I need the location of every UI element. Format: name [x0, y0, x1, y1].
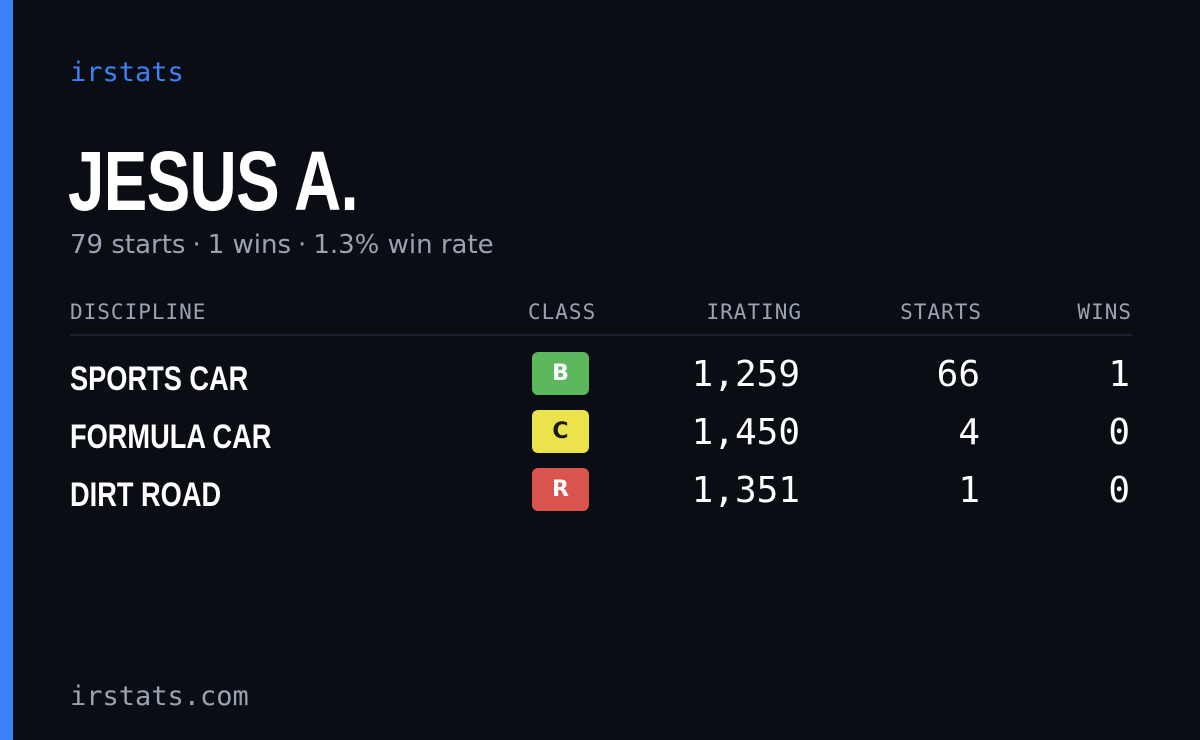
- wins-value: 0: [1108, 470, 1130, 511]
- summary-starts: 79 starts: [70, 230, 186, 260]
- discipline-name: SPORTS CAR: [70, 360, 249, 398]
- summary-win-rate: 1.3% win rate: [313, 230, 494, 260]
- discipline-name: DIRT ROAD: [70, 476, 222, 514]
- accent-bar: [0, 0, 13, 740]
- summary-separator: ·: [192, 230, 201, 260]
- table-row: SPORTS CAR B 1,259 66 1: [70, 352, 1132, 410]
- header-class: CLASS: [528, 300, 597, 324]
- starts-value: 1: [958, 470, 980, 511]
- summary-wins: 1 wins: [207, 230, 292, 260]
- class-badge: R: [532, 468, 589, 511]
- table-header: DISCIPLINE CLASS IRATING STARTS WINS: [70, 296, 1132, 336]
- header-discipline: DISCIPLINE: [70, 300, 207, 324]
- driver-name: JESUS A.: [68, 134, 359, 228]
- irating-value: 1,450: [691, 412, 800, 453]
- header-starts: STARTS: [900, 300, 982, 324]
- starts-value: 4: [958, 412, 980, 453]
- table-row: FORMULA CAR C 1,450 4 0: [70, 410, 1132, 468]
- driver-summary: 79 starts · 1 wins · 1.3% win rate: [70, 228, 494, 262]
- class-badge: B: [532, 352, 589, 395]
- irating-value: 1,259: [691, 354, 800, 395]
- footer-url: irstats.com: [70, 681, 249, 712]
- brand-logo: irstats: [70, 57, 184, 88]
- discipline-name: FORMULA CAR: [70, 418, 272, 456]
- wins-value: 0: [1108, 412, 1130, 453]
- irating-value: 1,351: [691, 470, 800, 511]
- summary-separator: ·: [298, 230, 307, 260]
- starts-value: 66: [936, 354, 980, 395]
- header-irating: IRATING: [706, 300, 802, 324]
- stats-table: DISCIPLINE CLASS IRATING STARTS WINS SPO…: [70, 296, 1132, 526]
- wins-value: 1: [1108, 354, 1130, 395]
- header-wins: WINS: [1077, 300, 1132, 324]
- table-row: DIRT ROAD R 1,351 1 0: [70, 468, 1132, 526]
- class-badge: C: [532, 410, 589, 453]
